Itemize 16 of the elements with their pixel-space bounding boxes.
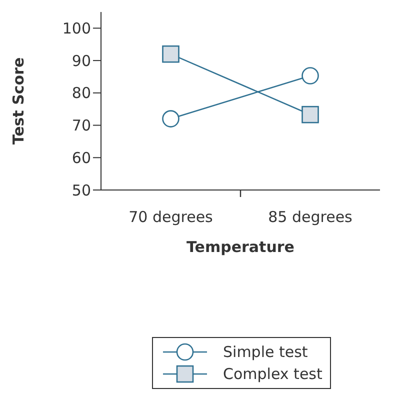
- x-tick-label: 85 degrees: [268, 208, 353, 226]
- y-axis-title: Test Score: [9, 57, 28, 145]
- legend-label: Simple test: [223, 343, 308, 361]
- point: [302, 106, 319, 124]
- legend-label: Complex test: [223, 365, 322, 383]
- point: [162, 45, 180, 63]
- point: [302, 67, 319, 84]
- y-tick-label: 100: [62, 20, 91, 38]
- y-tick-label: 70: [72, 116, 91, 135]
- x-axis-title: Temperature: [186, 238, 294, 256]
- y-tick-label: 60: [72, 148, 91, 167]
- y-tick-label: 90: [72, 52, 91, 70]
- y-tick-label: 80: [72, 84, 91, 102]
- y-tick-label: 50: [72, 181, 91, 200]
- x-tick-label: 70 degrees: [128, 208, 214, 226]
- point: [162, 110, 180, 128]
